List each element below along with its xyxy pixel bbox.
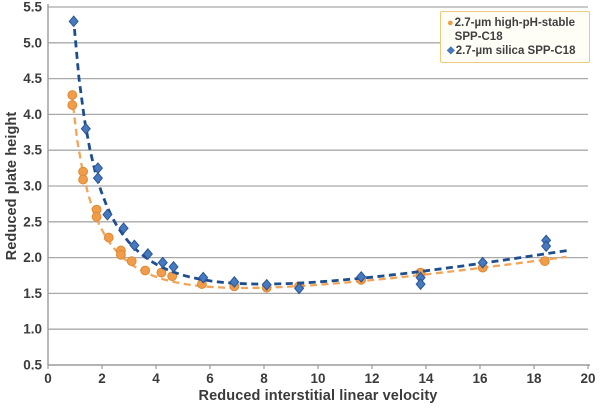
legend-label: 2.7-µm high-pH-stable SPP-C18 (454, 17, 576, 43)
data-point-circle (116, 249, 126, 260)
data-point-diamond (68, 15, 79, 28)
data-point-circle (91, 211, 102, 222)
x-axis-title: Reduced interstitial linear velocity (198, 388, 438, 404)
data-point-circle (67, 100, 78, 110)
y-tick-label: 3.0 (23, 179, 42, 194)
data-point-diamond (142, 248, 153, 260)
x-tick-label: 12 (364, 371, 379, 386)
x-tick-label: 0 (44, 371, 52, 386)
data-point-circle (103, 232, 114, 243)
x-tick-label: 6 (206, 371, 214, 386)
data-point-diamond (477, 256, 488, 269)
data-point-diamond (356, 270, 367, 283)
data-point-diamond (415, 278, 426, 291)
y-tick-label: 0.5 (23, 358, 42, 373)
x-tick-label: 8 (260, 371, 268, 386)
legend: ● 2.7-µm high-pH-stable SPP-C18 ◆ 2.7-µm… (440, 11, 590, 63)
data-point-diamond (102, 208, 113, 221)
legend-item-high-ph-stable: ● 2.7-µm high-pH-stable SPP-C18 (447, 16, 584, 44)
orange-circle-marker-icon: ● (447, 17, 454, 29)
y-tick-label: 3.5 (23, 143, 42, 158)
data-point-circle (539, 256, 550, 267)
x-tick-label: 14 (418, 371, 434, 386)
data-point-diamond (541, 240, 552, 253)
y-tick-label: 1.5 (23, 286, 42, 301)
y-tick-label: 4.5 (23, 71, 42, 86)
data-point-diamond (168, 260, 179, 273)
data-point-diamond (198, 271, 209, 284)
y-tick-label: 1.0 (23, 322, 42, 337)
x-tick-label: 2 (98, 371, 106, 386)
data-point-circle (78, 174, 88, 185)
y-tick-label: 2.5 (23, 214, 42, 229)
data-point-diamond (92, 172, 104, 185)
x-tick-label: 4 (152, 371, 160, 386)
data-point-circle (67, 90, 78, 100)
data-point-diamond (229, 275, 240, 288)
data-point-diamond (157, 256, 168, 269)
x-tick-label: 16 (472, 371, 488, 386)
legend-label: 2.7-µm silica SPP-C18 (455, 45, 576, 57)
y-tick-label: 5.0 (23, 35, 42, 50)
y-tick-label: 5.5 (23, 0, 42, 15)
legend-item-silica: ◆ 2.7-µm silica SPP-C18 (447, 44, 584, 58)
data-point-diamond (80, 122, 91, 135)
y-tick-label: 4.0 (23, 107, 42, 122)
x-tick-label: 20 (580, 371, 595, 386)
y-axis-title: Reduced plate height (4, 111, 20, 261)
data-point-circle (140, 265, 151, 276)
y-tick-label: 2.0 (23, 250, 42, 265)
x-tick-label: 10 (310, 371, 325, 386)
x-tick-label: 18 (526, 371, 542, 386)
data-point-circle (126, 256, 137, 267)
blue-diamond-marker-icon: ◆ (447, 45, 455, 56)
data-point-diamond (294, 282, 305, 295)
data-point-diamond (118, 222, 129, 235)
data-point-diamond (261, 278, 272, 291)
data-point-diamond (129, 239, 140, 252)
